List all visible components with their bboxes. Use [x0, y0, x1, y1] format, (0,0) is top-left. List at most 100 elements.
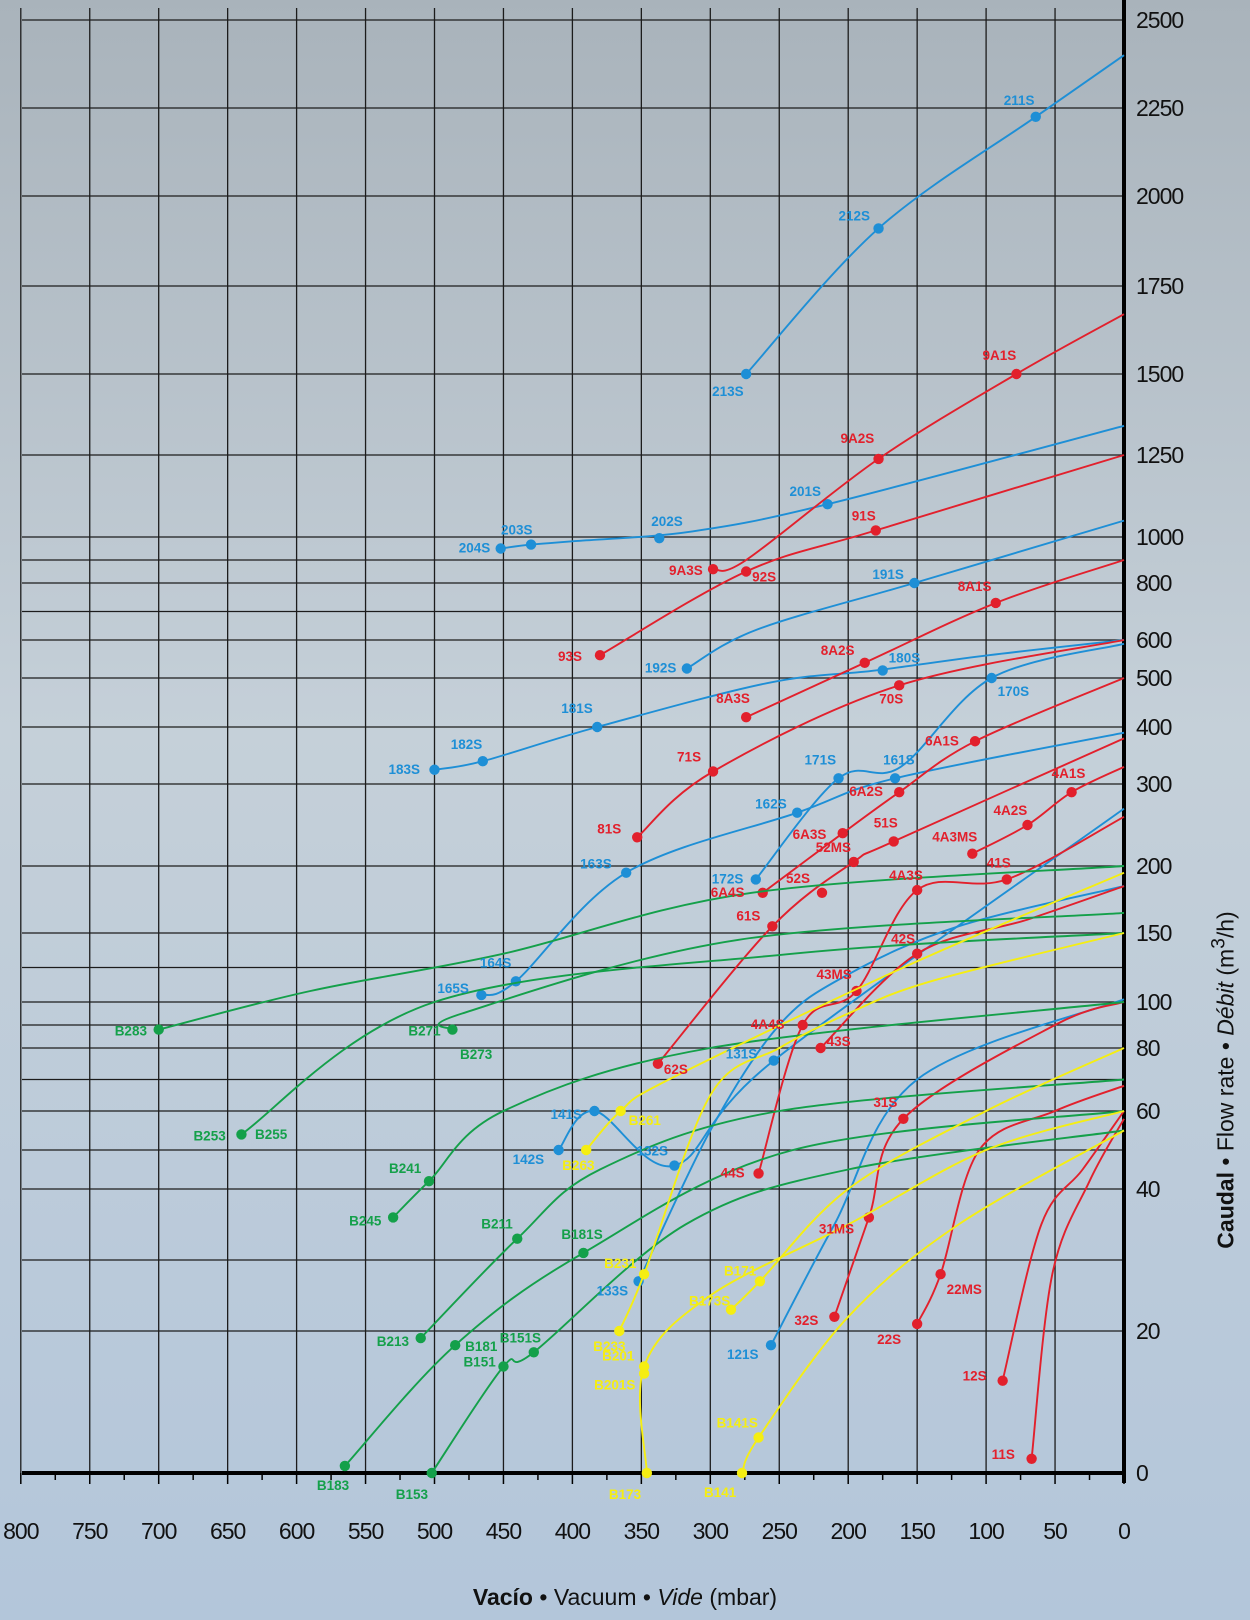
data-point-180S	[877, 665, 888, 676]
data-point-62S	[652, 1058, 664, 1069]
data-point-132S	[669, 1160, 680, 1171]
data-point-8A2S	[859, 657, 870, 668]
point-label-52S: 52S	[786, 871, 810, 886]
point-label-B151S: B151S	[500, 1330, 541, 1345]
point-label-52MS: 52MS	[816, 840, 851, 855]
point-label-203S: 203S	[501, 523, 533, 538]
x-tick-label: 300	[693, 1518, 729, 1544]
point-label-4A3S: 4A3S	[889, 868, 923, 883]
point-label-192S: 192S	[645, 661, 677, 676]
point-label-164S: 164S	[480, 955, 512, 970]
data-point-32S	[829, 1311, 840, 1323]
point-label-B173S: B173S	[689, 1294, 730, 1309]
series-line-2	[686, 519, 1125, 670]
point-label-B245: B245	[349, 1213, 382, 1228]
y-tick-label: 200	[1136, 853, 1172, 879]
data-point-161S	[889, 773, 901, 784]
series-line-32	[638, 1110, 1125, 1474]
y-axis-title-en: Flow rate	[1212, 1056, 1239, 1152]
point-label-171S: 171S	[805, 752, 837, 767]
data-point-22S	[911, 1318, 923, 1330]
point-label-142S: 142S	[513, 1152, 545, 1167]
data-point-B151	[498, 1361, 509, 1372]
series-line-21	[1030, 1118, 1125, 1459]
data-point-B231	[638, 1269, 650, 1280]
axes: 800 750 700 650 600 550 500 450 400 350 300 250 200 1…	[3, 0, 1184, 1544]
data-point-6A3S	[837, 828, 848, 839]
point-label-70S: 70S	[879, 691, 903, 706]
data-point-181S	[592, 721, 603, 733]
data-point-B263	[580, 1144, 592, 1156]
data-point-71S	[707, 766, 719, 777]
point-label-81S: 81S	[597, 821, 621, 836]
data-point-202S	[654, 532, 665, 544]
data-point-6A4S	[757, 887, 768, 898]
point-label-22MS: 22MS	[947, 1282, 982, 1297]
data-point-42S	[911, 948, 923, 959]
point-label-B283: B283	[115, 1024, 148, 1039]
data-point-B283	[153, 1024, 164, 1035]
data-point-213S	[740, 368, 752, 380]
data-point-51S	[888, 836, 899, 847]
data-point-B245	[387, 1212, 399, 1223]
point-label-42S: 42S	[891, 932, 915, 947]
point-label-43MS: 43MS	[816, 967, 851, 982]
x-tick-label: 0	[1118, 1518, 1130, 1544]
point-label-191S: 191S	[872, 567, 904, 582]
point-label-8A1S: 8A1S	[958, 579, 992, 594]
x-axis-title-es: Vacío	[472, 1584, 533, 1610]
y-axis-title-fr: Débit	[1212, 982, 1239, 1036]
series-line-5	[481, 731, 1125, 997]
series-line-7	[637, 885, 1125, 1282]
data-point-93S	[594, 650, 606, 661]
point-label-B173: B173	[609, 1487, 642, 1502]
point-label-4A4S: 4A4S	[751, 1017, 785, 1032]
x-tick-label: 650	[210, 1518, 246, 1544]
y-axis-bullet-1: •	[1212, 1151, 1239, 1173]
data-point-52S	[816, 887, 828, 898]
point-label-162S: 162S	[755, 797, 787, 812]
point-label-B213: B213	[377, 1334, 410, 1349]
data-point-B151S	[528, 1347, 539, 1358]
point-label-B271: B271	[408, 1024, 441, 1039]
data-point-B141S	[753, 1432, 764, 1443]
data-point-171S	[833, 773, 844, 784]
point-label-91S: 91S	[852, 508, 876, 523]
x-axis-bullet-2: •	[636, 1584, 658, 1610]
point-label-6A2S: 6A2S	[849, 784, 883, 799]
point-label-61S: 61S	[736, 908, 760, 923]
series-line-8	[770, 998, 1125, 1346]
y-tick-label: 150	[1136, 920, 1172, 946]
x-axis-title: Vacío • Vacuum • Vide (mbar)	[0, 1584, 1250, 1611]
data-point-B173S	[725, 1304, 737, 1315]
data-point-4A2S	[1022, 819, 1033, 831]
data-point-B171	[754, 1276, 766, 1287]
x-tick-label: 250	[762, 1518, 798, 1544]
data-point-201S	[822, 499, 833, 510]
data-point-92S	[740, 566, 752, 577]
data-point-41S	[1001, 874, 1012, 885]
y-tick-label: 80	[1136, 1035, 1160, 1061]
point-label-44S: 44S	[721, 1165, 745, 1180]
data-point-B261	[615, 1105, 626, 1117]
y-axis-unit-open: (m	[1212, 948, 1239, 983]
point-label-4A1S: 4A1S	[1052, 766, 1086, 781]
data-point-81S	[632, 832, 643, 843]
x-tick-label: 750	[72, 1518, 108, 1544]
y-tick-label: 0	[1136, 1460, 1148, 1486]
point-label-6A4S: 6A4S	[711, 885, 745, 900]
data-point-164S	[510, 976, 522, 987]
series-line-9	[712, 313, 1125, 572]
data-point-6A1S	[969, 736, 981, 747]
point-label-43S: 43S	[827, 1034, 851, 1049]
x-axis-unit: (mbar)	[702, 1584, 778, 1610]
point-label-B141: B141	[704, 1485, 737, 1500]
x-tick-label: 450	[486, 1518, 522, 1544]
y-tick-label: 1250	[1136, 442, 1183, 468]
series-line-18	[833, 1001, 1125, 1318]
point-label-71S: 71S	[677, 749, 701, 764]
data-point-203S	[525, 539, 537, 550]
data-point-170S	[986, 672, 997, 684]
series-line-19	[916, 1084, 1125, 1325]
data-point-183S	[429, 764, 440, 775]
